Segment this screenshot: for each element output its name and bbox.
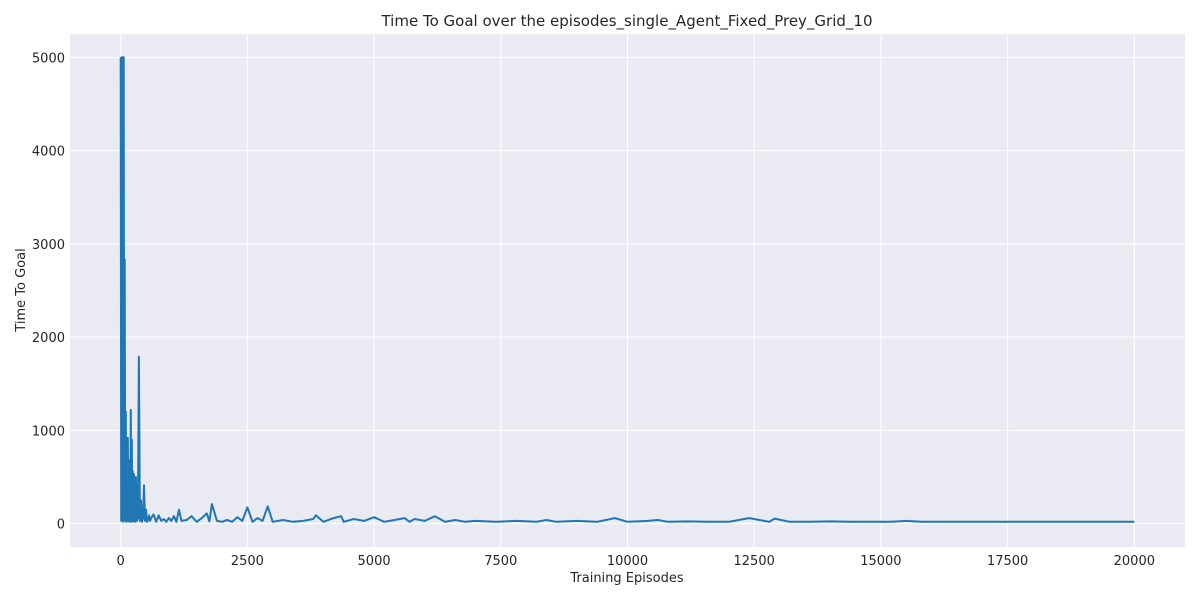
series-line bbox=[119, 56, 1135, 523]
y-tick-label: 4000 bbox=[32, 145, 65, 160]
y-tick-label: 1000 bbox=[32, 424, 65, 439]
y-tick-label: 0 bbox=[57, 518, 65, 533]
x-tick-label: 20000 bbox=[1114, 554, 1155, 569]
x-tick-label: 17500 bbox=[987, 554, 1028, 569]
x-tick-label: 10000 bbox=[607, 554, 648, 569]
x-axis-label: Training Episodes bbox=[569, 571, 683, 586]
x-tick-label: 5000 bbox=[358, 554, 391, 569]
grid bbox=[70, 34, 1185, 547]
x-tick-label: 0 bbox=[117, 554, 125, 569]
text-labels: Time To Goal over the episodes_single_Ag… bbox=[14, 12, 873, 586]
y-tick-label: 3000 bbox=[32, 238, 65, 253]
x-tick-label: 7500 bbox=[484, 554, 517, 569]
tick-labels: 0 2500 5000 7500 10000 12500 15000 17500 20000 0 1… bbox=[32, 51, 1155, 569]
y-axis-label: Time To Goal bbox=[14, 248, 29, 332]
x-tick-label: 2500 bbox=[231, 554, 264, 569]
y-tick-label: 2000 bbox=[32, 331, 65, 346]
y-tick-label: 5000 bbox=[32, 51, 65, 66]
chart-title: Time To Goal over the episodes_single_Ag… bbox=[380, 12, 872, 31]
x-tick-label: 12500 bbox=[734, 554, 775, 569]
x-tick-label: 15000 bbox=[860, 554, 901, 569]
